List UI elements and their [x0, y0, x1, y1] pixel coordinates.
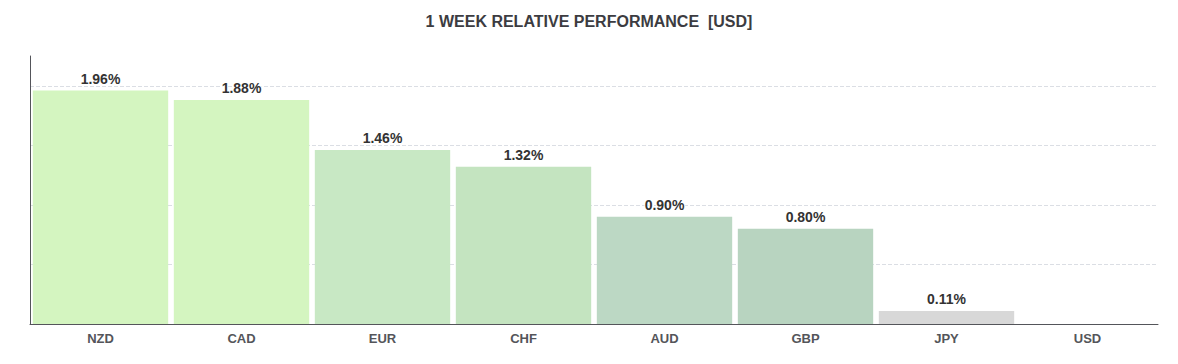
svg-text:0.90%: 0.90%: [645, 197, 685, 213]
svg-text:0.11%: 0.11%: [927, 291, 966, 307]
svg-text:GBP: GBP: [791, 331, 820, 346]
svg-text:EUR: EUR: [369, 331, 397, 346]
svg-text:NZD: NZD: [87, 331, 114, 346]
svg-text:JPY: JPY: [934, 331, 959, 346]
svg-text:CAD: CAD: [227, 331, 255, 346]
svg-text:0.80%: 0.80%: [786, 209, 826, 225]
svg-text:USD: USD: [1074, 331, 1101, 346]
svg-text:1.96%: 1.96%: [81, 71, 121, 87]
svg-text:1.32%: 1.32%: [504, 147, 544, 163]
svg-text:1.88%: 1.88%: [222, 80, 262, 96]
svg-text:1 WEEK RELATIVE PERFORMANCE [: 1 WEEK RELATIVE PERFORMANCE [USD]: [426, 13, 753, 30]
svg-text:CHF: CHF: [510, 331, 537, 346]
svg-text:AUD: AUD: [650, 331, 678, 346]
svg-text:1.46%: 1.46%: [363, 130, 403, 146]
